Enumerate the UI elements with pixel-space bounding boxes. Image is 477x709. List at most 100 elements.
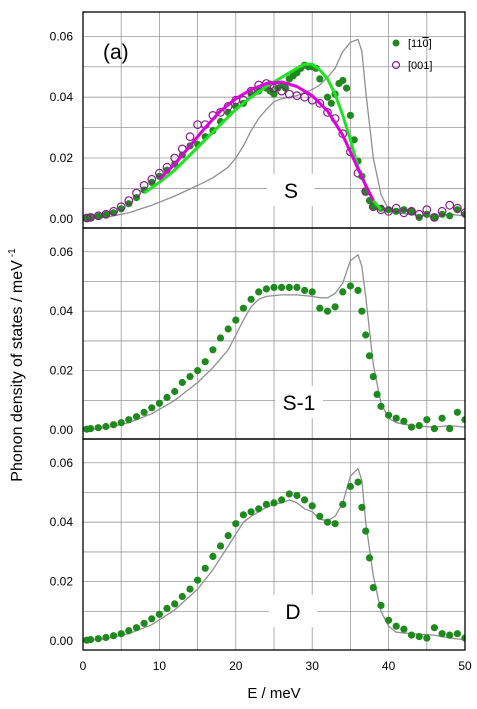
data-point <box>461 416 465 424</box>
data-point <box>323 93 332 101</box>
legend-entry-001: [001] <box>408 60 432 72</box>
data-point <box>301 286 309 294</box>
data-point <box>423 416 431 424</box>
x-tick-label: 10 <box>153 659 167 673</box>
legend-entry-110-overline-digit: 0 <box>422 38 428 50</box>
data-point <box>216 334 225 342</box>
data-point <box>262 285 270 293</box>
data-point <box>446 212 454 220</box>
data-point <box>278 496 286 504</box>
x-axis-label: E / meV <box>247 685 300 702</box>
x-tick-label: 50 <box>458 659 472 673</box>
data-point <box>415 213 423 221</box>
y-tick-label: 0.06 <box>50 29 74 43</box>
data-point <box>415 633 423 641</box>
data-point <box>446 425 454 433</box>
data-point <box>201 358 209 366</box>
data-point <box>430 212 439 222</box>
y-tick-label: 0.02 <box>50 364 74 378</box>
data-point <box>400 417 408 425</box>
data-point <box>255 505 263 513</box>
data-point <box>125 200 133 208</box>
data-point <box>163 393 171 401</box>
data-point <box>438 210 446 218</box>
data-point <box>392 622 400 630</box>
data-point <box>407 423 416 431</box>
data-point <box>94 635 102 643</box>
data-point <box>323 107 332 117</box>
y-tick-label: 0.06 <box>50 456 74 470</box>
data-point <box>186 373 194 381</box>
data-point <box>163 604 171 613</box>
data-point <box>354 478 362 486</box>
data-point <box>358 503 366 511</box>
data-point <box>423 210 431 218</box>
data-point <box>445 200 455 210</box>
data-point <box>354 286 362 294</box>
y-tick-label: 0.00 <box>50 423 74 437</box>
data-point <box>125 627 133 635</box>
data-point <box>102 211 110 219</box>
data-point <box>147 174 157 184</box>
data-point <box>365 352 374 360</box>
data-point <box>377 402 385 410</box>
data-point <box>460 208 465 218</box>
data-point <box>293 491 301 500</box>
x-tick-label: 20 <box>229 659 243 673</box>
data-point <box>339 500 347 508</box>
data-point <box>148 404 156 412</box>
series-[110]-S-1 <box>83 282 465 433</box>
data-point <box>414 209 424 219</box>
data-point <box>385 411 393 419</box>
plot-area-S <box>83 38 465 223</box>
data-point <box>270 499 278 507</box>
y-axis-label-exponent: -1 <box>7 248 18 257</box>
legend-entry-110-close: ] <box>429 38 432 50</box>
data-point <box>247 295 255 303</box>
data-point <box>94 424 102 432</box>
data-point <box>94 212 102 220</box>
x-tick-label: 40 <box>382 659 396 673</box>
data-point <box>102 422 110 431</box>
data-point <box>185 132 195 142</box>
data-point <box>346 482 354 491</box>
data-point <box>125 416 133 424</box>
data-point <box>178 592 186 601</box>
data-point <box>423 634 431 642</box>
data-point <box>377 601 385 610</box>
data-point <box>178 378 186 387</box>
data-point <box>446 631 454 639</box>
data-point <box>171 600 179 608</box>
data-point <box>430 213 438 221</box>
data-point <box>117 419 125 427</box>
y-tick-label: 0.04 <box>50 515 74 529</box>
data-point <box>453 630 461 638</box>
data-point <box>407 206 416 216</box>
panel-label-a: (a) <box>103 41 129 64</box>
data-point <box>407 207 416 215</box>
data-point <box>308 502 316 510</box>
data-point <box>339 288 347 296</box>
data-point <box>201 564 209 572</box>
data-point <box>269 83 279 93</box>
data-point <box>110 421 118 429</box>
data-point <box>194 367 202 375</box>
data-point <box>438 630 446 638</box>
x-tick-label: 0 <box>80 659 87 673</box>
data-point <box>87 425 95 433</box>
data-point <box>422 205 432 215</box>
data-point <box>186 585 194 593</box>
y-tick-label: 0.04 <box>50 304 74 318</box>
data-point <box>285 490 293 498</box>
data-point <box>453 408 461 416</box>
data-point <box>155 399 163 407</box>
data-point <box>194 576 202 584</box>
data-point <box>117 630 125 638</box>
data-point <box>415 422 423 430</box>
panel-label-D: D <box>285 601 300 624</box>
data-point <box>346 111 354 119</box>
panel-frame <box>82 438 466 651</box>
data-point <box>270 283 278 291</box>
data-point <box>369 584 377 592</box>
data-point <box>109 206 118 216</box>
